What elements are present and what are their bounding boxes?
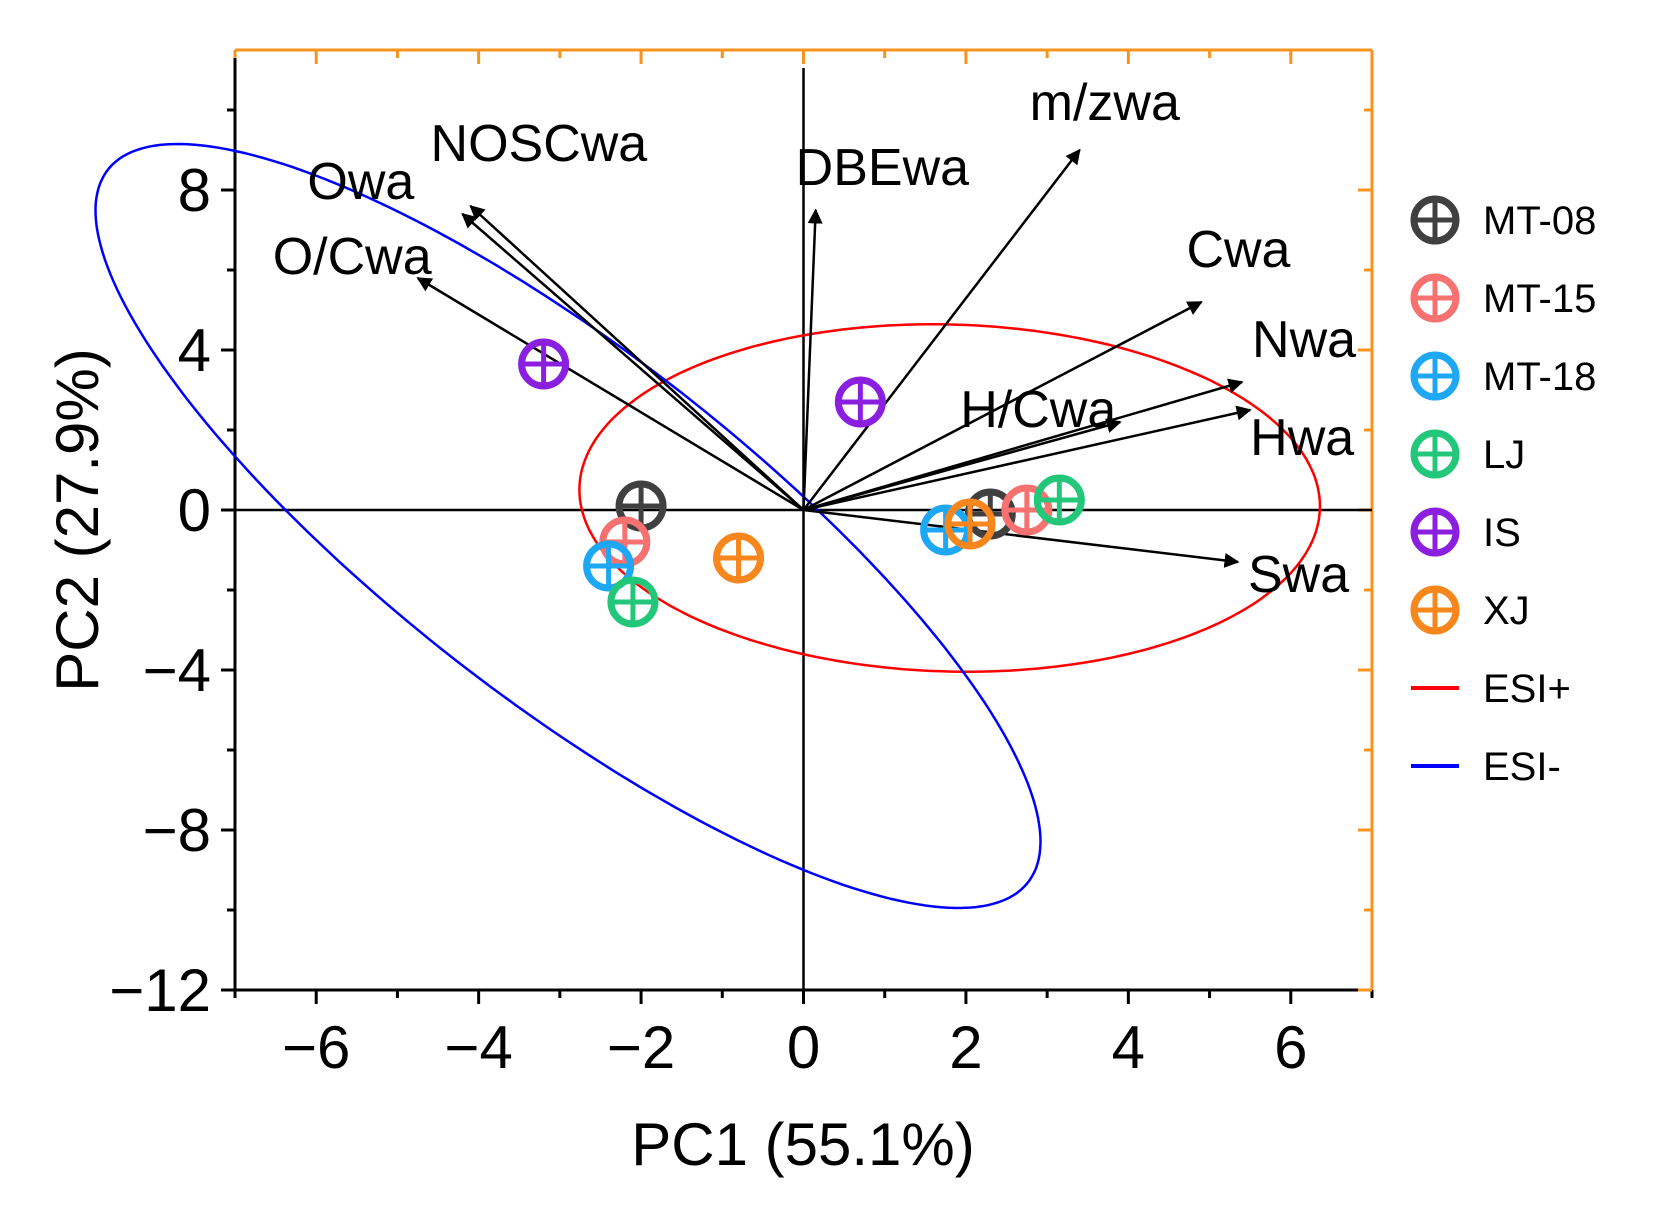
point-mt-18	[583, 540, 635, 592]
ellipse-esiminus	[94, 142, 1042, 910]
loading-label-ocwa: O/Cwa	[273, 228, 432, 286]
point-is	[518, 338, 570, 390]
legend-label-xj: XJ	[1483, 589, 1530, 633]
x-tick-label: −2	[607, 1014, 675, 1081]
loading-label-dbewa: DBEwa	[796, 139, 969, 197]
confidence-ellipses	[94, 142, 1322, 910]
loading-label-cwa: Cwa	[1186, 221, 1290, 279]
loading-vector-swa	[803, 508, 1240, 568]
point-xj	[713, 532, 765, 584]
sample-points	[518, 338, 1085, 628]
loading-label-hwa: Hwa	[1250, 409, 1354, 467]
loading-label-nwa: Nwa	[1252, 311, 1356, 369]
y-tick-label: 0	[178, 477, 211, 544]
loading-vector-noscwa	[469, 204, 805, 511]
ellipse-esiplus	[578, 323, 1322, 673]
point-mt-15	[1001, 484, 1053, 536]
legend-marker-is	[1410, 507, 1460, 557]
legend-label-lj: LJ	[1483, 433, 1525, 477]
y-tick-label: −8	[143, 797, 211, 864]
x-tick-label: 0	[787, 1014, 820, 1081]
point-xj	[944, 498, 996, 550]
loading-vector-cwa	[802, 300, 1203, 512]
y-tick-label: 4	[178, 317, 211, 384]
loading-vector-hcwa	[803, 418, 1122, 512]
legend-marker-mt-15	[1410, 273, 1460, 323]
loading-vector-dbewa	[802, 208, 823, 511]
loading-label-noscwa: NOSCwa	[431, 115, 648, 173]
x-tick-label: −4	[444, 1014, 512, 1081]
loading-label-swa: Swa	[1248, 546, 1349, 604]
loading-label-hcwa: H/Cwa	[960, 381, 1116, 439]
legend-marker-xj	[1410, 585, 1460, 635]
loading-vector-mzwa	[802, 148, 1081, 511]
loading-label-owa: Owa	[307, 153, 414, 211]
loading-vector-owa	[461, 213, 805, 511]
x-tick-label: 6	[1274, 1014, 1307, 1081]
legend-label-mt-18: MT-18	[1483, 355, 1596, 399]
legend-marker-lj	[1410, 429, 1460, 479]
legend-marker-mt-08	[1410, 195, 1460, 245]
point-is	[834, 376, 886, 428]
legend: MT-08 MT-15 MT-18 LJ IS XJ ESI+ ESI-	[1410, 195, 1596, 789]
x-tick-label: 2	[949, 1014, 982, 1081]
loading-vectors: m/zwa DBEwa NOSCwa Owa O/Cwa Cwa Nwa H/Cwa Hwa Sw…	[273, 74, 1356, 604]
x-tick-label: −6	[282, 1014, 350, 1081]
legend-label-esi-plus: ESI+	[1483, 667, 1571, 711]
point-lj	[607, 576, 659, 628]
legend-marker-mt-18	[1410, 351, 1460, 401]
legend-label-mt-08: MT-08	[1483, 199, 1596, 243]
y-tick-label: −12	[109, 957, 211, 1024]
tick-labels: −6 −4 −2 0 2 4 6 −12 −8 −4 0 4 8	[109, 157, 1307, 1081]
legend-label-esi-minus: ESI-	[1483, 745, 1561, 789]
y-tick-label: −4	[143, 637, 211, 704]
axis-ticks	[221, 50, 1374, 1004]
x-tick-label: 4	[1112, 1014, 1145, 1081]
legend-label-mt-15: MT-15	[1483, 277, 1596, 321]
point-lj	[1033, 474, 1085, 526]
y-axis-title: PC2 (27.9%)	[44, 348, 111, 691]
legend-label-is: IS	[1483, 511, 1521, 555]
x-axis-title: PC1 (55.1%)	[631, 1111, 974, 1178]
loading-label-mzwa: m/zwa	[1030, 74, 1180, 132]
loading-vector-ocwa	[416, 276, 805, 512]
y-tick-label: 8	[178, 157, 211, 224]
loading-vector-hwa	[803, 405, 1252, 512]
